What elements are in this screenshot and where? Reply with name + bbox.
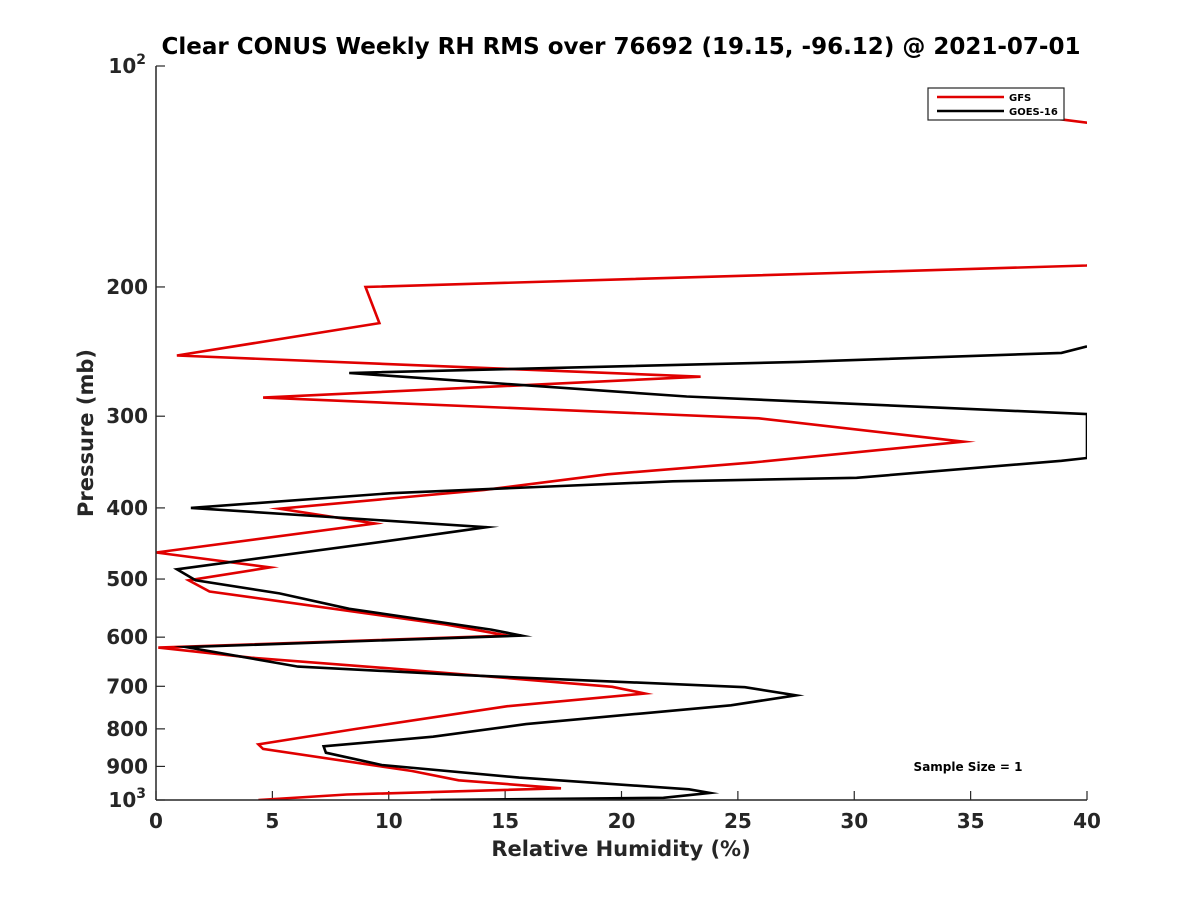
x-tick-labels: 0 5 10 15 20 25 30 35 40 xyxy=(149,809,1101,833)
y-tick-label: 300 xyxy=(106,404,148,428)
y-tick-exponent: 2 xyxy=(136,52,146,68)
legend-box xyxy=(927,87,1065,121)
x-tick-label: 35 xyxy=(957,809,985,833)
y-tick-label: 200 xyxy=(106,275,148,299)
y-tick-label: 103 xyxy=(108,786,146,812)
legend-label: GFS xyxy=(1009,93,1031,104)
x-tick-label: 0 xyxy=(149,809,163,833)
y-axis-label: Pressure (mb) xyxy=(74,349,98,517)
tick-marks xyxy=(155,65,1088,801)
axes xyxy=(155,66,1087,801)
y-tick-label: 600 xyxy=(106,625,148,649)
series-line-goes-16 xyxy=(172,345,1087,800)
y-tick-label: 800 xyxy=(106,717,148,741)
y-tick-label: 500 xyxy=(106,567,148,591)
x-tick-label: 15 xyxy=(491,809,519,833)
x-axis-label: Relative Humidity (%) xyxy=(491,837,750,861)
x-tick-label: 10 xyxy=(375,809,403,833)
chart-title: Clear CONUS Weekly RH RMS over 76692 (19… xyxy=(162,34,1081,60)
y-tick-exponent: 3 xyxy=(136,786,146,802)
y-tick-label: 400 xyxy=(106,496,148,520)
y-tick-label: 102 xyxy=(108,52,146,78)
y-tick-label: 700 xyxy=(106,674,148,698)
legend: GFS GOES-16 xyxy=(927,87,1065,121)
x-tick-label: 30 xyxy=(840,809,868,833)
x-tick-label: 20 xyxy=(608,809,636,833)
y-tick-labels: 102 200 300 400 500 600 700 800 900 103 xyxy=(106,52,148,812)
series-layer xyxy=(156,109,1087,800)
series-line-gfs xyxy=(156,109,1087,800)
sample-size-annotation: Sample Size = 1 xyxy=(914,760,1023,774)
x-tick-label: 40 xyxy=(1073,809,1101,833)
x-tick-label: 25 xyxy=(724,809,752,833)
legend-label: GOES-16 xyxy=(1009,107,1058,118)
x-tick-label: 5 xyxy=(265,809,279,833)
y-tick-label: 900 xyxy=(106,754,148,778)
